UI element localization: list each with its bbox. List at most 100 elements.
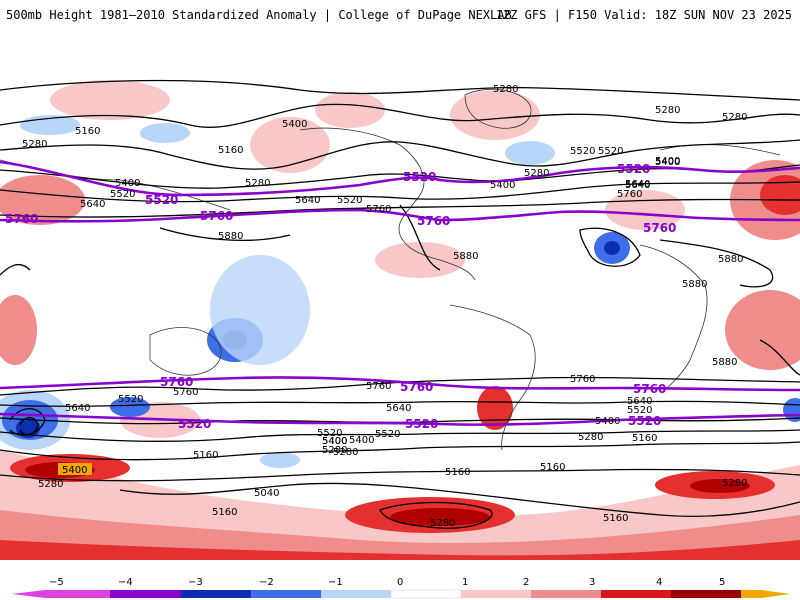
contour-label-purple: 5760 <box>160 375 193 389</box>
contour-label: 5640 <box>386 403 411 414</box>
colorbar-end-left <box>12 590 45 598</box>
colorbar-seg-neg5 <box>45 590 110 598</box>
contour-label: 5160 <box>75 126 100 137</box>
contour-label: 5760 <box>366 381 391 392</box>
anomaly-s-atlantic <box>477 386 513 430</box>
contour-label: 5160 <box>603 513 628 524</box>
anomaly-n-pole <box>50 80 170 120</box>
contour-label: 5040 <box>254 488 279 499</box>
anomaly-europe-deep <box>760 175 800 215</box>
contour-label: 5520 <box>627 405 652 416</box>
contour-label: 5280 <box>578 432 603 443</box>
colorbar-tick: −4 <box>118 577 133 588</box>
contour-label: 5520 <box>570 146 595 157</box>
colorbar: −5 −4 −3 −2 −1 0 1 2 3 4 5 <box>0 574 800 600</box>
colorbar-ticks: −5 −4 −3 −2 −1 0 1 2 3 4 5 <box>49 577 725 588</box>
contour-label: 5160 <box>540 462 565 473</box>
model-run-info: 12Z GFS | F150 Valid: 18Z SUN NOV 23 202… <box>495 8 792 22</box>
contour-label: 5160 <box>632 433 657 444</box>
contour-label: 5280 <box>22 139 47 150</box>
contour-label: 5520 <box>118 394 143 405</box>
highlight-contour-label: 5400 <box>62 465 87 476</box>
contour-label: 5160 <box>218 145 243 156</box>
anomaly-indo-light <box>210 255 310 365</box>
contour-labels-black: 5280 5160 5280 5400 5160 5280 5280 5520 … <box>22 84 747 529</box>
anomaly-hudson-low <box>505 141 555 165</box>
coastlines <box>0 88 781 451</box>
colorbar-seg-pos4 <box>671 590 741 598</box>
contour-label: 5640 <box>625 179 650 190</box>
anomaly-alaska <box>315 92 385 128</box>
contour-label: 5760 <box>617 189 642 200</box>
contour-label: 5520 <box>317 428 342 439</box>
colorbar-segments <box>12 589 790 599</box>
colorbar-tick: −2 <box>259 577 274 588</box>
colorbar-seg-neg2 <box>251 590 321 598</box>
contour-label: 5400 <box>282 119 307 130</box>
anomaly-antarctic-dark <box>390 508 490 526</box>
anomaly-s-ocean-low <box>260 452 300 468</box>
contour-label: 5280 <box>245 178 270 189</box>
colorbar-seg-neg3 <box>181 590 251 598</box>
contour-5520-south <box>0 412 800 426</box>
colorbar-tick: 2 <box>523 577 529 588</box>
colorbar-tick: −3 <box>188 577 203 588</box>
contour-label-purple: 5520 <box>617 162 650 176</box>
contour-label: 5640 <box>80 199 105 210</box>
contour-label: 5880 <box>453 251 478 262</box>
contour-label: 5400 <box>490 180 515 191</box>
contour-label: 5400 <box>655 156 680 167</box>
contour-label: 5400 <box>655 157 680 168</box>
coast-africa <box>639 244 708 391</box>
colorbar-tick: 3 <box>589 577 595 588</box>
coast-greenland <box>464 88 532 129</box>
contour-label-purple: 5760 <box>643 221 676 235</box>
highlight-label-group: 5400 <box>58 463 92 476</box>
anomaly-shading <box>0 80 800 560</box>
anomaly-greenland <box>450 90 540 140</box>
colorbar-tick: 4 <box>656 577 662 588</box>
contour-label-purple: 5520 <box>405 417 438 431</box>
anomaly-se-dark <box>690 479 750 493</box>
contour-label: 5640 <box>295 195 320 206</box>
contour-5520-north <box>0 160 800 197</box>
contour-label: 5160 <box>212 507 237 518</box>
colorbar-tick: 1 <box>462 577 468 588</box>
height-contours <box>0 79 800 529</box>
colorbar-tick: −1 <box>328 577 343 588</box>
contour-label: 5280 <box>524 168 549 179</box>
contour-label: 5640 <box>625 180 650 191</box>
colorbar-seg-pos5 <box>741 590 761 598</box>
colorbar-tick: 0 <box>397 577 403 588</box>
colorbar-tick: −5 <box>49 577 64 588</box>
contour-label: 5760 <box>570 374 595 385</box>
colorbar-seg-pos2 <box>531 590 601 598</box>
contour-label-purple: 5760 <box>417 214 450 228</box>
anomaly-south-band-red <box>0 540 800 560</box>
anomaly-s-pac-low <box>110 397 150 417</box>
anomaly-south-band-mid <box>0 510 800 560</box>
contour-label: 5160 <box>193 450 218 461</box>
contour-label-purple: 5520 <box>145 193 178 207</box>
contour-label: 5640 <box>627 396 652 407</box>
contour-label: 5280 <box>722 478 747 489</box>
map-title: 500mb Height 1981–2010 Standardized Anom… <box>6 8 512 22</box>
contour-label: 5520 <box>375 429 400 440</box>
anomaly-siberia-low <box>140 123 190 143</box>
colorbar-seg-zero <box>390 589 462 599</box>
contour-label: 5280 <box>493 84 518 95</box>
contour-label: 5520 <box>598 146 623 157</box>
anomaly-africa-red <box>725 290 800 370</box>
contour-label: 5400 <box>349 435 374 446</box>
contour-label-purple: 5520 <box>403 170 436 184</box>
contour-label: 5400 <box>322 436 347 447</box>
contour-label: 5640 <box>65 403 90 414</box>
anomaly-n-pacific <box>375 242 465 278</box>
contour-label: 5400 <box>322 436 347 447</box>
contour-label: 5760 <box>173 387 198 398</box>
colorbar-end-right <box>761 590 790 598</box>
colorbar-seg-pos3 <box>601 590 671 598</box>
contour-label-purple: 5760 <box>200 209 233 223</box>
contour-label-purple: 5520 <box>178 417 211 431</box>
contour-5760-north <box>0 208 800 223</box>
